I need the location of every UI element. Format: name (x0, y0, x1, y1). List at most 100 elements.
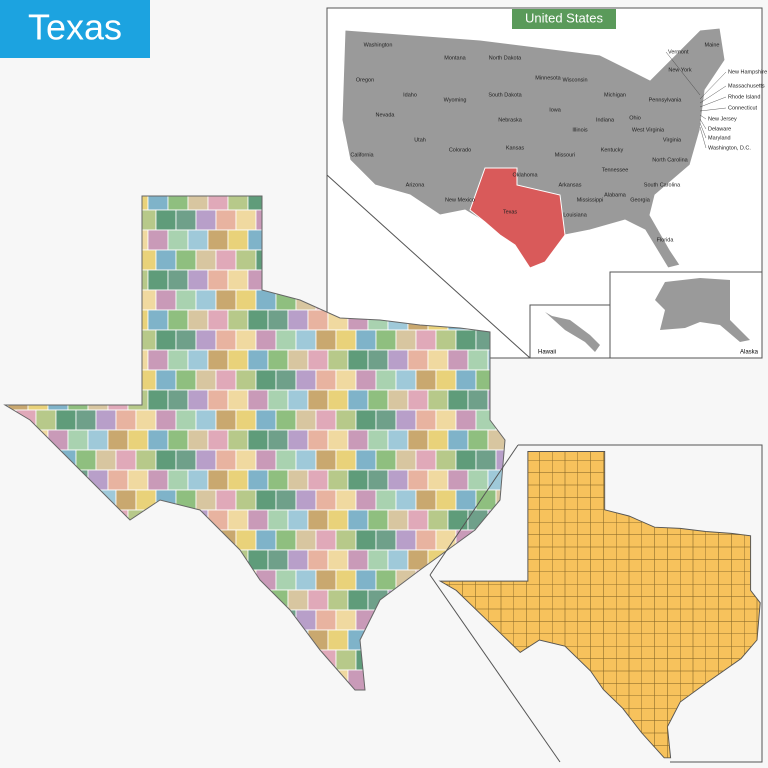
state-label: Louisiana (563, 212, 587, 218)
state-label: New Jersey (708, 116, 737, 122)
state-label: Michigan (604, 92, 626, 98)
county (387, 389, 409, 411)
county (207, 429, 229, 451)
county (167, 309, 189, 331)
state-label: Texas (503, 209, 518, 215)
county (167, 429, 189, 451)
county (307, 549, 329, 571)
county (155, 369, 177, 391)
leader-line (699, 118, 707, 130)
county (235, 329, 257, 351)
county (247, 509, 269, 531)
county (307, 469, 329, 491)
county (275, 569, 297, 591)
county (267, 429, 289, 451)
leader-line (699, 96, 727, 108)
county (227, 269, 249, 291)
county (267, 349, 289, 371)
county (155, 329, 177, 351)
county (187, 269, 209, 291)
state-label: Washington, D.C. (708, 145, 751, 151)
county (215, 449, 237, 471)
county (407, 389, 429, 411)
county (335, 529, 357, 551)
county (175, 249, 197, 271)
county (215, 409, 237, 431)
county (267, 549, 289, 571)
county (175, 329, 197, 351)
county (367, 349, 389, 371)
state-label: Utah (414, 137, 426, 143)
state-label: Idaho (403, 92, 417, 98)
county (235, 449, 257, 471)
county (207, 269, 229, 291)
county (215, 329, 237, 351)
county (127, 469, 149, 491)
state-label: Florida (657, 237, 675, 243)
county (756, 633, 761, 647)
county (195, 289, 217, 311)
leader-line (699, 85, 727, 104)
county (67, 429, 89, 451)
state-label: Kentucky (601, 147, 624, 153)
county (287, 429, 309, 451)
county (247, 309, 269, 331)
state-label: Indiana (596, 117, 615, 123)
county (407, 349, 429, 371)
county (167, 269, 189, 291)
county (427, 349, 449, 371)
connector (429, 444, 519, 576)
county (255, 529, 277, 551)
county (115, 489, 137, 511)
county (227, 429, 249, 451)
county (335, 329, 357, 351)
state-label: Alabama (604, 192, 627, 198)
county (295, 489, 317, 511)
county (255, 449, 277, 471)
county (375, 569, 397, 591)
state-label: Pennsylvania (649, 97, 683, 103)
county (435, 369, 457, 391)
county (395, 529, 417, 551)
county (315, 529, 337, 551)
county (455, 449, 477, 471)
county (207, 349, 229, 371)
state-label: Montana (444, 55, 466, 61)
county (155, 249, 177, 271)
county (415, 489, 437, 511)
county (267, 469, 289, 491)
county (235, 249, 257, 271)
county (207, 389, 229, 411)
county (307, 389, 329, 411)
county (287, 469, 309, 491)
state-label: South Carolina (644, 182, 681, 188)
county (115, 409, 137, 431)
county (367, 429, 389, 451)
county (355, 489, 377, 511)
state-label: Delaware (708, 126, 731, 132)
state-label: Arizona (406, 182, 426, 188)
county (287, 549, 309, 571)
county (415, 449, 437, 471)
county (275, 409, 297, 431)
county (315, 489, 337, 511)
state-label: Nebraska (498, 117, 522, 123)
county (415, 409, 437, 431)
county (395, 409, 417, 431)
state-label: Virginia (663, 137, 682, 143)
state-label: Oregon (356, 77, 374, 83)
county (435, 449, 457, 471)
county (275, 329, 297, 351)
state-label: North Carolina (652, 157, 688, 163)
county (147, 389, 169, 411)
county (215, 369, 237, 391)
county (327, 469, 349, 491)
county (367, 509, 389, 531)
county (155, 449, 177, 471)
county (427, 389, 449, 411)
us-title-box (512, 9, 616, 29)
county (155, 409, 177, 431)
county (387, 549, 409, 571)
county (167, 349, 189, 371)
county (295, 369, 317, 391)
